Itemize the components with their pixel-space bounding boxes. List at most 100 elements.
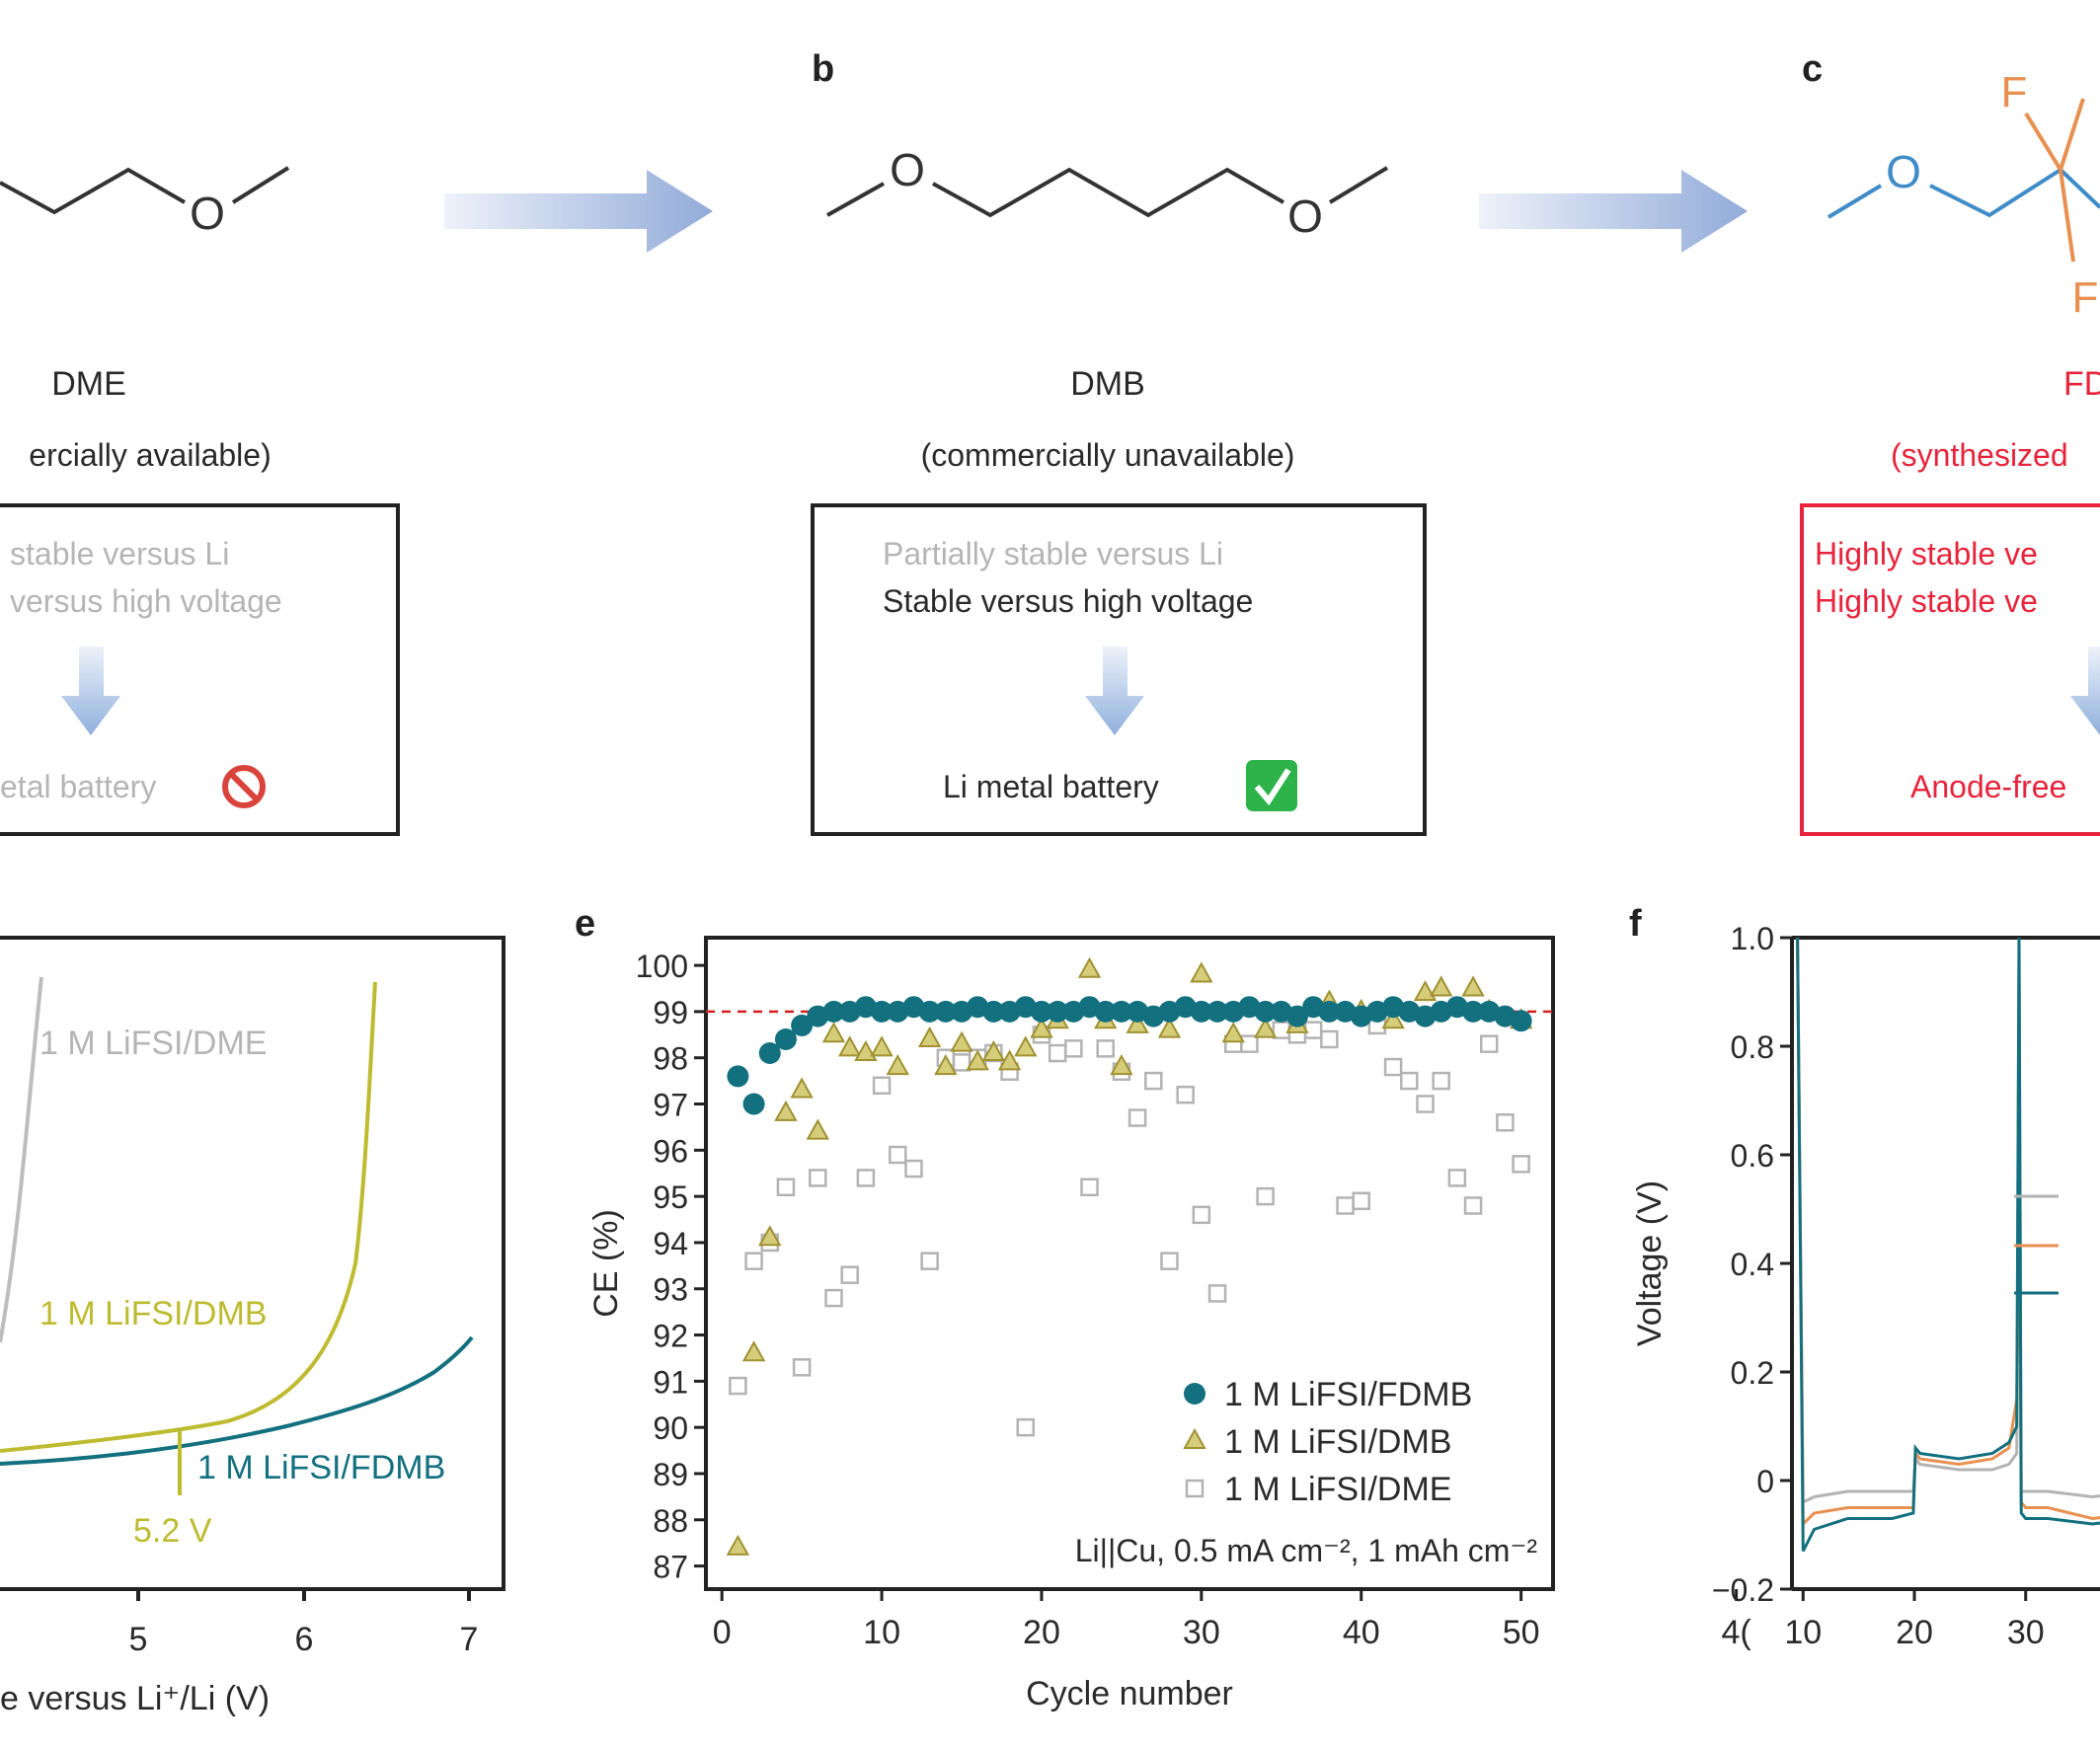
fdmb-fluorine-2: F: [2072, 273, 2099, 322]
ce-point-dmb: [790, 1077, 814, 1099]
ce-point-dmb: [1253, 1017, 1278, 1038]
ce-ylabel: CE (%): [587, 1209, 625, 1318]
ce-point-dmb: [1381, 1008, 1405, 1029]
ce-point-dme: [1256, 1186, 1275, 1206]
panel-label-f: f: [1629, 903, 1642, 945]
ce-ytick-label: 96: [653, 1133, 688, 1169]
ce-legend-label: 1 M LiFSI/FDMB: [1224, 1376, 1472, 1413]
fdmb-availability: (synthesized: [1891, 437, 2068, 473]
ce-point-dmb: [837, 1035, 862, 1057]
dme-name: DME: [51, 365, 126, 403]
ce-point-dme: [1303, 1021, 1323, 1039]
ce-legend-marker-fdmb: [1184, 1383, 1206, 1405]
panel-label-e: e: [575, 903, 595, 945]
ce-point-dme: [1512, 1155, 1530, 1174]
fdmb-structure: [1827, 98, 2100, 263]
ce-point-dme: [1064, 1039, 1083, 1058]
voltage-ytick-label: 0.8: [1731, 1029, 1774, 1065]
ce-point-fdmb: [1510, 1010, 1532, 1032]
dmb-box-result: Li metal battery: [943, 769, 1159, 804]
dmb-structure: [826, 166, 1389, 218]
ce-point-dmb: [870, 1035, 894, 1057]
ce-point-dme: [1479, 1034, 1499, 1053]
ce-point-fdmb: [871, 1000, 894, 1023]
ce-point-dme: [1128, 1108, 1147, 1127]
ce-ytick-label: 88: [653, 1503, 688, 1539]
ce-point-dme: [776, 1178, 796, 1197]
panel-d: 1 M LiFSI/DME 1 M LiFSI/DMB 1 M LiFSI/FD…: [0, 936, 506, 1717]
dme-property-box: [0, 503, 400, 836]
panel-d-xtick-6: 6: [295, 1621, 314, 1658]
ce-point-dme: [1383, 1057, 1403, 1077]
ce-point-dmb: [886, 1054, 909, 1076]
ce-point-dme: [1416, 1095, 1435, 1113]
ce-xtick-label: 40: [1343, 1614, 1380, 1651]
ce-xtick-label: 0: [713, 1614, 732, 1651]
voltage-ytick-label: −0.2: [1712, 1572, 1774, 1608]
ce-xtick-label: 50: [1503, 1614, 1540, 1651]
ce-point-dme: [904, 1159, 923, 1179]
dmb-oxygen-2: O: [1287, 190, 1323, 242]
ce-point-dme: [1016, 1417, 1036, 1437]
ce-ytick-label: 87: [653, 1550, 688, 1585]
dme-box-line2: versus high voltage: [10, 583, 282, 619]
panel-d-label-dmb: 1 M LiFSI/DMB: [39, 1295, 267, 1332]
ce-ytick-label: 95: [653, 1179, 688, 1215]
ce-point-fdmb: [1110, 1000, 1132, 1023]
ce-point-dmb: [821, 1022, 846, 1043]
voltage-series-line-0: [1796, 938, 2100, 1505]
panel-d-curve-dme: [0, 976, 43, 1343]
panel-d-frame: [0, 936, 506, 1591]
voltage-xtick-label: 4(: [1722, 1614, 1752, 1651]
voltage-xtick-label: 30: [2007, 1614, 2045, 1651]
down-arrow-icon-2: [1085, 647, 1144, 735]
ce-ytick-label: 91: [653, 1364, 688, 1400]
fdmb-box-result: Anode-free: [1910, 769, 2066, 804]
voltage-ytick-label: 0.4: [1731, 1247, 1774, 1282]
ce-point-dme: [1240, 1034, 1259, 1053]
ce-point-dme: [1463, 1196, 1483, 1215]
ce-point-dme: [1192, 1205, 1211, 1225]
panel-d-label-fdmb: 1 M LiFSI/FDMB: [197, 1449, 445, 1486]
dmb-box-line1: Partially stable versus Li: [883, 536, 1223, 571]
ce-chart: 87 88 89 90 91 92 93 94 95 96 97 98 99 100 0 10 20 30 40 50…: [587, 936, 1555, 1712]
ce-point-dmb: [997, 1049, 1022, 1071]
ce-ytick-label: 97: [653, 1088, 688, 1123]
dmb-name: DMB: [1070, 365, 1145, 403]
ce-point-fdmb: [758, 1042, 781, 1065]
ce-point-fdmb: [742, 1093, 765, 1115]
ce-point-dmb: [1190, 961, 1213, 983]
ce-point-dme: [872, 1076, 892, 1096]
dmb-availability: (commercially unavailable): [921, 437, 1295, 473]
voltage-ytick-label: 0.2: [1731, 1355, 1774, 1391]
ce-point-dme: [792, 1358, 812, 1377]
ce-point-dmb: [806, 1118, 830, 1140]
fdmb-oxygen: O: [1886, 146, 1921, 197]
ce-point-dmb: [1126, 1012, 1149, 1033]
ce-legend-label: 1 M LiFSI/DMB: [1224, 1423, 1451, 1461]
dme-structure: [0, 166, 290, 215]
ce-legend-marker-dmb: [1183, 1427, 1206, 1449]
ce-point-dmb: [917, 1026, 942, 1047]
ce-point-dmb: [741, 1340, 766, 1362]
ce-point-dme: [744, 1252, 763, 1270]
ce-point-fdmb: [918, 1000, 941, 1023]
ce-point-fdmb: [822, 1000, 845, 1023]
fdmb-box-line2: Highly stable ve: [1815, 583, 2038, 619]
panel-label-b: b: [812, 48, 834, 90]
ce-point-dme: [1336, 1196, 1355, 1215]
ce-point-dme: [856, 1169, 876, 1187]
fdmb-box-line1: Highly stable ve: [1815, 536, 2038, 571]
voltage-xtick-label: 10: [1784, 1614, 1822, 1651]
ce-point-fdmb: [1190, 1000, 1212, 1023]
ce-point-dme: [809, 1169, 827, 1187]
voltage-ytick-label: 0: [1756, 1464, 1774, 1499]
ce-plot-area: [726, 956, 1533, 1556]
ce-point-dme: [1320, 1029, 1339, 1049]
down-arrow-icon-3: [2070, 647, 2100, 735]
panel-d-curve-dmb: [0, 981, 377, 1453]
ce-point-fdmb: [791, 1014, 814, 1036]
ce-point-dme: [1400, 1071, 1419, 1091]
ce-xlabel: Cycle number: [1026, 1675, 1233, 1712]
ce-point-dmb: [774, 1100, 798, 1121]
